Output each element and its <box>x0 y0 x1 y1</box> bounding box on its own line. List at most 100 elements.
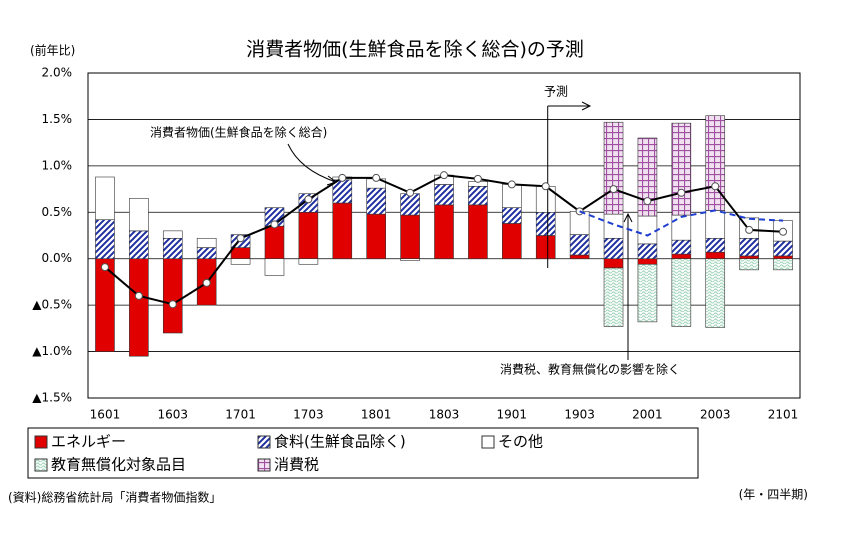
y-tick-label: ▲1.5% <box>32 391 72 405</box>
bar <box>637 243 658 260</box>
line-marker <box>609 185 618 194</box>
line-marker <box>541 182 550 191</box>
bar <box>129 230 149 260</box>
line-marker <box>134 291 143 300</box>
line-marker <box>711 182 720 191</box>
bar <box>671 253 692 260</box>
y-tick-label: 0.0% <box>42 251 73 265</box>
bar <box>434 184 454 206</box>
legend-swatch <box>34 435 48 449</box>
bar <box>637 215 658 245</box>
forecast-arrow <box>547 101 592 111</box>
bar <box>637 263 658 323</box>
bar <box>95 176 115 221</box>
x-axis-label: (年・四半期) <box>739 488 808 502</box>
x-tick-label: 1703 <box>293 408 324 422</box>
bar <box>705 251 726 260</box>
bar <box>603 237 624 260</box>
annotation: 消費者物価(生鮮食品を除く総合) <box>150 125 327 140</box>
bar <box>535 211 556 236</box>
bar <box>603 121 624 215</box>
bar <box>400 214 420 260</box>
bar <box>705 258 726 328</box>
bar <box>637 137 658 217</box>
bar <box>434 204 454 260</box>
bar <box>400 193 420 216</box>
line-marker <box>168 300 177 309</box>
annotation: 予測 <box>544 85 568 99</box>
bar <box>366 213 386 260</box>
legend-swatch <box>481 435 495 449</box>
bar <box>129 258 149 357</box>
x-tick-label: 1701 <box>225 408 256 422</box>
y-tick-label: ▲1.0% <box>32 344 72 358</box>
bar <box>603 258 624 269</box>
bar <box>535 235 556 260</box>
bar <box>162 230 183 239</box>
line-marker <box>507 180 516 189</box>
x-tick-label: 1903 <box>564 408 595 422</box>
annotation-arrow <box>623 212 633 360</box>
legend-swatch <box>257 458 271 472</box>
bar <box>230 258 251 265</box>
chart-title: 消費者物価(生鮮食品を除く総合)の予測 <box>246 39 584 61</box>
line-marker <box>473 174 482 183</box>
bar <box>502 223 522 260</box>
bar <box>264 258 285 276</box>
bar <box>569 234 590 256</box>
line-marker <box>202 278 211 287</box>
bar <box>773 258 793 271</box>
bar <box>400 258 420 261</box>
bar <box>671 239 692 255</box>
line-marker <box>745 225 754 234</box>
line-marker <box>677 188 686 197</box>
line-marker <box>372 173 381 182</box>
bar <box>739 255 759 260</box>
legend-label: 教育無償化対象品目 <box>51 456 186 474</box>
bar <box>298 211 319 260</box>
x-tick-label: 2101 <box>768 408 799 422</box>
bar <box>230 247 251 260</box>
x-tick-label: 1601 <box>90 408 121 422</box>
bar <box>671 258 692 327</box>
y-tick-label: 1.5% <box>42 112 73 126</box>
y-axis-label: (前年比) <box>30 43 75 58</box>
bar <box>637 258 658 265</box>
legend-box <box>27 427 699 479</box>
bar <box>603 267 624 327</box>
legend-swatch <box>34 458 48 472</box>
line-marker <box>304 195 313 204</box>
bar <box>129 198 149 232</box>
line-marker <box>236 234 245 243</box>
bar <box>705 237 726 253</box>
legend-label: エネルギー <box>51 433 126 451</box>
x-tick-label: 1803 <box>429 408 460 422</box>
bar <box>298 258 319 265</box>
line-marker <box>779 227 788 236</box>
line-marker <box>270 220 279 229</box>
annotation: 消費税、教育無償化の影響を除く <box>500 362 680 377</box>
line-marker <box>100 263 109 272</box>
bar <box>739 258 759 271</box>
bar <box>468 204 488 260</box>
bar <box>162 237 183 260</box>
bar <box>366 187 386 215</box>
legend-swatch <box>257 435 271 449</box>
bar <box>468 185 488 206</box>
bar <box>671 214 692 241</box>
bar <box>705 210 726 239</box>
bar <box>739 237 759 257</box>
y-tick-label: 0.5% <box>42 205 73 219</box>
bar <box>569 254 590 260</box>
bar <box>264 225 285 260</box>
x-tick-label: 1901 <box>497 408 528 422</box>
x-tick-label: 1801 <box>361 408 392 422</box>
bar <box>773 255 793 260</box>
line-marker <box>406 188 415 197</box>
bar <box>332 202 353 260</box>
x-tick-label: 2003 <box>700 408 731 422</box>
y-tick-label: 2.0% <box>42 66 73 80</box>
bar <box>671 122 692 216</box>
line-marker <box>643 197 652 206</box>
